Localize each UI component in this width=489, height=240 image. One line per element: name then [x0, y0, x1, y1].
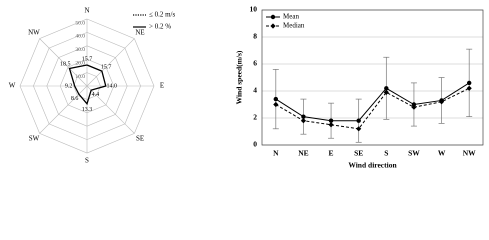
legend-label: Median: [283, 22, 305, 30]
x-tick-label: S: [384, 149, 388, 158]
marker: [466, 80, 472, 86]
data-label: 15.7: [82, 56, 93, 62]
x-tick-label: NE: [298, 149, 308, 158]
direction-label: NW: [28, 29, 40, 37]
r-tick-label: 40.0: [75, 34, 85, 40]
spoke: [86, 85, 135, 134]
legend-label: ≤ 0.2 m/s: [149, 11, 175, 19]
marker: [438, 99, 445, 105]
spoke: [39, 38, 88, 87]
direction-label: SW: [29, 135, 40, 143]
marker: [356, 118, 361, 123]
marker: [301, 114, 306, 119]
marker: [384, 86, 389, 91]
y-axis-title: Wind speed(m/s): [235, 50, 244, 104]
x-tick-label: SW: [408, 149, 420, 158]
radar-line: [68, 64, 107, 106]
direction-label: N: [84, 7, 89, 15]
legend-marker: [270, 14, 276, 20]
direction-label: W: [9, 82, 16, 90]
marker: [411, 104, 417, 110]
x-tick-label: NW: [463, 149, 476, 158]
data-label: 15.7: [101, 64, 112, 70]
direction-label: NE: [135, 29, 144, 37]
legend-label: > 0.2 %: [149, 23, 171, 31]
data-label: 13.3: [82, 107, 93, 113]
marker: [328, 122, 334, 128]
y-tick-label: 8: [253, 32, 257, 41]
y-tick-label: 0: [253, 140, 257, 149]
legend-label: Mean: [283, 13, 299, 21]
y-tick-label: 10: [250, 5, 258, 14]
direction-label: S: [85, 157, 89, 165]
x-tick-label: N: [273, 149, 279, 158]
marker: [273, 96, 279, 102]
legend-marker: [270, 23, 276, 29]
r-tick-label: 10.0: [75, 74, 85, 80]
y-tick-label: 6: [253, 59, 257, 68]
data-label: 14.0: [107, 83, 118, 89]
plot-frame: [261, 9, 484, 146]
marker: [273, 101, 279, 108]
marker: [356, 126, 362, 132]
r-tick-label: 50.0: [75, 20, 85, 26]
marker: [411, 102, 417, 107]
page: 10.0 20.0 30.0 40.0 50.0 N NE E SE S SW W NW ≤ 0.2 m/…: [8, 4, 484, 170]
data-label: 9.2: [65, 83, 73, 89]
x-tick-label: SE: [354, 149, 363, 158]
data-label: 8.6: [71, 96, 79, 102]
data-label: 4.4: [92, 92, 100, 98]
direction-label: E: [160, 82, 164, 90]
y-tick-label: 4: [253, 86, 257, 95]
r-tick-label: 20.0: [75, 60, 85, 66]
series-line: [275, 87, 470, 130]
marker: [383, 89, 389, 95]
marker: [466, 85, 472, 91]
y-tick-label: 2: [253, 113, 257, 122]
data-label: 18.5: [60, 62, 71, 68]
x-tick-label: E: [329, 149, 334, 158]
marker: [300, 118, 307, 124]
marker: [328, 118, 334, 123]
series-line: [275, 82, 470, 122]
spoke: [86, 38, 135, 87]
x-axis-title: Wind direction: [348, 161, 397, 170]
direction-label: SE: [136, 135, 144, 143]
r-tick-label: 30.0: [75, 47, 85, 53]
x-tick-label: W: [438, 149, 446, 158]
